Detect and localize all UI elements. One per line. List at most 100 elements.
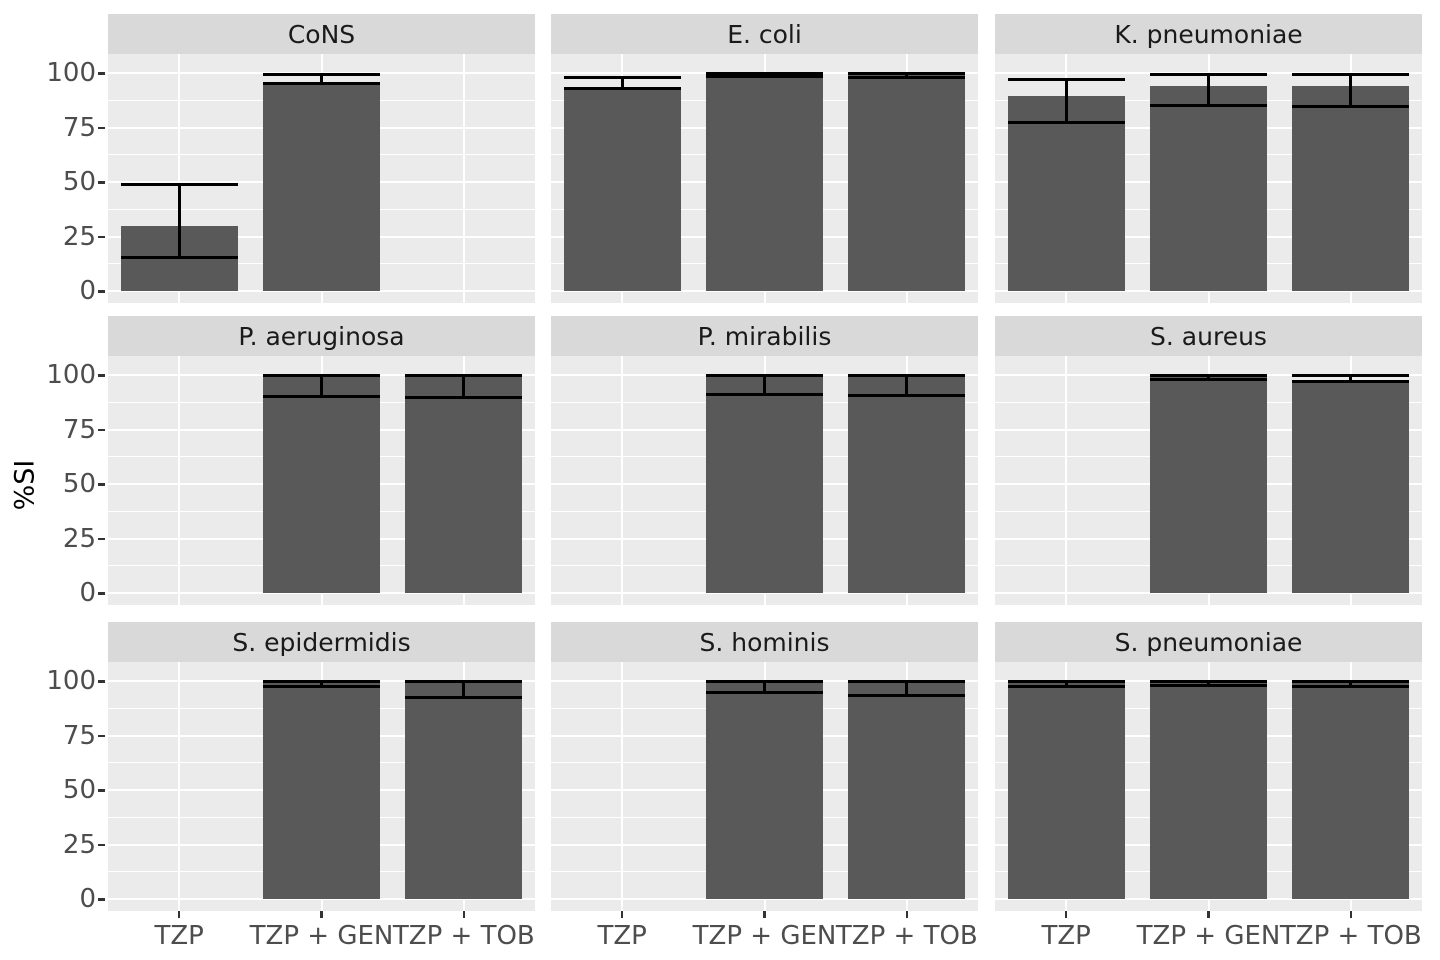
facet-strip: CoNS [108, 14, 535, 54]
bar [848, 375, 966, 593]
x-tick-mark [620, 911, 624, 918]
y-tick-label: 75 [62, 112, 96, 143]
error-bar-cap [1150, 679, 1267, 683]
panel-plot [995, 662, 1422, 911]
error-bar-cap [848, 373, 966, 377]
facet-strip: S. hominis [551, 622, 978, 662]
facet-title: S. hominis [699, 627, 830, 657]
error-bar-line [1064, 681, 1068, 687]
gridline-major-v [1065, 356, 1068, 605]
bar [405, 375, 523, 593]
gridline-major-v [462, 54, 465, 303]
error-bar-line [1207, 681, 1210, 686]
error-bar-line [320, 74, 323, 84]
error-bar-cap [848, 693, 966, 697]
error-bar-cap [1007, 120, 1125, 124]
y-tick-mark [98, 235, 105, 238]
error-bar-cap [706, 393, 823, 397]
error-bar-line [620, 77, 624, 89]
bar [263, 81, 380, 291]
x-tick-mark [763, 911, 766, 918]
error-bar-line [1349, 681, 1353, 686]
y-tick-label: 50 [62, 167, 96, 197]
y-tick-label: 50 [62, 469, 96, 499]
facet-strip: P. mirabilis [551, 316, 978, 356]
error-bar-cap [1292, 380, 1410, 384]
x-tick-mark [1349, 911, 1353, 918]
bar [1292, 682, 1410, 899]
error-bar-cap [405, 373, 523, 377]
y-tick-label: 50 [62, 775, 96, 805]
facet-title: P. mirabilis [697, 321, 832, 351]
y-tick-mark [98, 537, 105, 540]
facet-title: CoNS [287, 19, 356, 49]
facet-strip: S. epidermidis [108, 622, 535, 662]
bar [263, 375, 380, 593]
error-bar-cap [263, 72, 380, 76]
error-bar-line [1207, 375, 1210, 380]
x-tick-mark [905, 911, 909, 918]
error-bar-cap [263, 82, 380, 86]
error-bar-cap [706, 691, 823, 695]
gridline-major-v [621, 662, 624, 911]
y-tick-label: 0 [79, 276, 96, 306]
panel-plot [551, 54, 978, 303]
y-tick-mark [98, 843, 105, 846]
panel-plot [551, 356, 978, 605]
error-bar-cap [1292, 105, 1410, 109]
error-bar-cap [1007, 679, 1125, 683]
x-tick-label: TZP + TOB [392, 921, 535, 951]
error-bar-cap [563, 75, 681, 79]
y-tick-label: 0 [79, 578, 96, 608]
error-bar-cap [1292, 684, 1410, 688]
x-tick-label: TZP + GEN [692, 921, 837, 951]
error-bar-cap [848, 679, 966, 683]
error-bar-cap [1150, 72, 1267, 76]
error-bar-line [905, 375, 909, 396]
bar [706, 682, 823, 899]
error-bar-cap [706, 74, 823, 78]
error-bar-cap [263, 679, 380, 683]
error-bar-line [462, 681, 466, 698]
bar [1292, 380, 1410, 593]
facet-title: E. coli [727, 19, 802, 49]
y-tick-label: 75 [62, 414, 96, 445]
panel-plot [108, 54, 535, 303]
y-tick-label: 25 [62, 221, 96, 252]
error-bar-line [763, 681, 766, 693]
bar [1150, 376, 1267, 593]
x-tick-label: TZP [1041, 921, 1091, 951]
y-tick-mark [98, 680, 105, 683]
facet-strip: K. pneumoniae [995, 14, 1422, 54]
error-bar-cap [1292, 679, 1410, 683]
error-bar-cap [263, 395, 380, 399]
panel-plot [995, 356, 1422, 605]
error-bar-line [462, 375, 466, 398]
error-bar-cap [848, 75, 966, 79]
error-bar-line [1349, 74, 1353, 107]
bar [848, 75, 966, 291]
facet-title: S. epidermidis [232, 627, 411, 657]
gridline-major-v [621, 356, 624, 605]
error-bar-line [905, 681, 909, 696]
error-bar-cap [120, 255, 238, 259]
y-tick-mark [98, 72, 105, 75]
error-bar-line [1207, 74, 1210, 106]
y-tick-mark [98, 181, 105, 184]
error-bar-cap [405, 679, 523, 683]
y-tick-label: 75 [62, 720, 96, 751]
panel-plot [108, 662, 535, 911]
gridline-major-v [178, 356, 181, 605]
facet-title: P. aeruginosa [238, 321, 405, 351]
bar [706, 74, 823, 291]
error-bar-cap [1292, 373, 1410, 377]
bar [405, 682, 523, 899]
bar [1150, 682, 1267, 899]
y-tick-label: 25 [62, 523, 96, 554]
error-bar-cap [1150, 373, 1267, 377]
bar [263, 682, 380, 899]
bar [563, 87, 681, 291]
bar [1007, 95, 1125, 291]
error-bar-cap [405, 396, 523, 400]
